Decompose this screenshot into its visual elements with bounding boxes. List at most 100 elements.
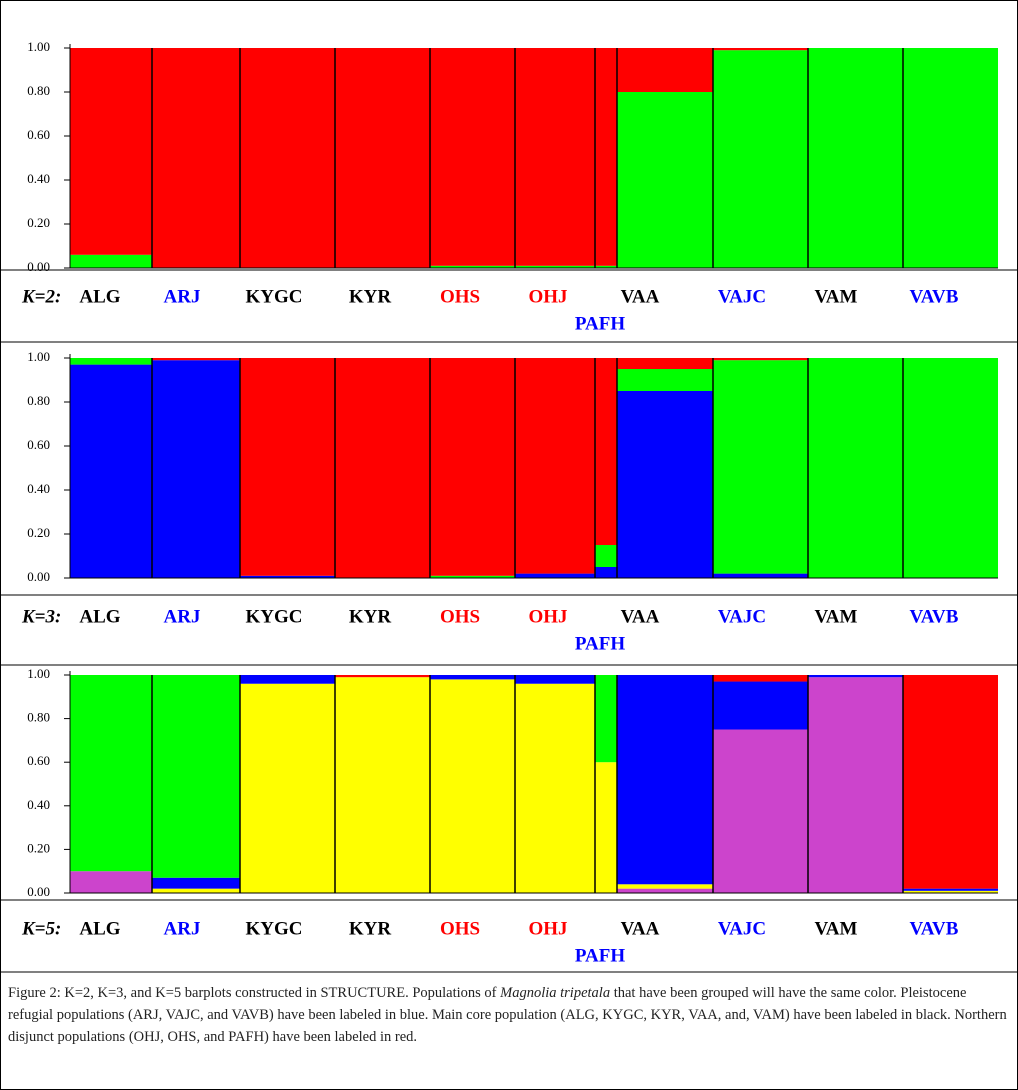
- y-tick-label: 0.20: [27, 840, 50, 855]
- bar-segment: [617, 358, 713, 369]
- bar-segment: [713, 50, 808, 269]
- bar-segment: [240, 675, 335, 684]
- bar-segment: [617, 884, 713, 889]
- y-tick-label: 0.60: [27, 127, 50, 142]
- bar-segment: [595, 675, 617, 763]
- bar-segment: [152, 877, 240, 889]
- bar-segment: [617, 391, 713, 578]
- population-label: OHS: [440, 286, 480, 307]
- bar-segment: [430, 675, 515, 680]
- population-label: VAA: [621, 918, 660, 939]
- y-tick-label: 0.40: [27, 171, 50, 186]
- bar-segment: [595, 358, 617, 545]
- bar-segment: [70, 871, 152, 893]
- panel-label: K=3:: [21, 606, 61, 627]
- bar-segment: [617, 369, 713, 391]
- bar-segment: [903, 675, 998, 889]
- population-label: VAVB: [910, 606, 959, 627]
- y-tick-label: 0.40: [27, 797, 50, 812]
- y-tick-label: 0.60: [27, 437, 50, 452]
- bar-segment: [152, 358, 240, 361]
- population-label: VAVB: [910, 918, 959, 939]
- population-label: ARJ: [164, 606, 201, 627]
- population-label: KYR: [349, 606, 392, 627]
- caption-species: Magnolia tripetala: [500, 985, 611, 1001]
- y-tick-label: 0.40: [27, 481, 50, 496]
- bar-segment: [713, 358, 808, 361]
- population-label: PAFH: [575, 945, 626, 966]
- bar-segment: [903, 890, 998, 893]
- bar-segment: [595, 48, 617, 266]
- bar-segment: [430, 48, 515, 266]
- bar-segment: [515, 683, 595, 893]
- y-tick-label: 0.20: [27, 525, 50, 540]
- bar-segment: [713, 729, 808, 893]
- y-tick-label: 1.00: [27, 349, 50, 364]
- bar-segment: [617, 92, 713, 268]
- population-label: OHJ: [528, 918, 567, 939]
- bar-segment: [430, 358, 515, 576]
- population-label: ALG: [79, 606, 120, 627]
- bar-segment: [713, 360, 808, 574]
- population-label: KYGC: [246, 606, 303, 627]
- y-tick-label: 0.20: [27, 215, 50, 230]
- caption: Figure 2: K=2, K=3, and K=5 barplots con…: [8, 982, 1008, 1048]
- bar-segment: [515, 265, 595, 268]
- population-label: PAFH: [575, 633, 626, 654]
- bar-segment: [595, 567, 617, 578]
- population-label: OHJ: [528, 606, 567, 627]
- bar-segment: [595, 265, 617, 268]
- bar-segment: [808, 48, 903, 268]
- bar-segment: [808, 358, 903, 578]
- population-label: VAM: [815, 606, 858, 627]
- bar-segment: [515, 573, 595, 578]
- population-label: VAM: [815, 918, 858, 939]
- population-label: ARJ: [164, 918, 201, 939]
- bar-segment: [713, 681, 808, 730]
- y-tick-label: 0.80: [27, 393, 50, 408]
- y-tick-label: 0.80: [27, 83, 50, 98]
- y-tick-label: 0.00: [27, 259, 50, 274]
- panel-label: K=5:: [21, 918, 61, 939]
- population-label: VAM: [815, 286, 858, 307]
- bar-segment: [240, 575, 335, 578]
- bar-segment: [515, 358, 595, 574]
- bar-segment: [240, 48, 335, 268]
- panel-label: K=2:: [21, 286, 61, 307]
- population-label: VAA: [621, 606, 660, 627]
- bar-segment: [335, 48, 430, 268]
- population-label: VAJC: [718, 918, 766, 939]
- bar-segment: [903, 888, 998, 891]
- bar-segment: [335, 675, 430, 678]
- population-label: KYGC: [246, 918, 303, 939]
- bar-segment: [70, 48, 152, 255]
- population-label: ALG: [79, 286, 120, 307]
- bar-segment: [70, 675, 152, 872]
- bar-segment: [430, 575, 515, 578]
- bar-segment: [70, 358, 152, 365]
- y-tick-label: 0.60: [27, 753, 50, 768]
- bar-segment: [152, 48, 240, 268]
- bar-segment: [515, 48, 595, 266]
- bar-segment: [430, 679, 515, 893]
- bar-segment: [515, 675, 595, 684]
- bar-segment: [713, 573, 808, 578]
- bar-segment: [595, 545, 617, 567]
- caption-text: Figure 2: K=2, K=3, and K=5 barplots con…: [8, 985, 501, 1001]
- bar-segment: [335, 677, 430, 893]
- bar-segment: [240, 683, 335, 893]
- population-label: VAJC: [718, 606, 766, 627]
- y-tick-label: 0.00: [27, 884, 50, 899]
- population-label: OHS: [440, 918, 480, 939]
- caption-text: that have been grouped will have the sam…: [8, 985, 1007, 1045]
- y-tick-label: 0.00: [27, 569, 50, 584]
- population-label: OHS: [440, 606, 480, 627]
- bar-segment: [152, 675, 240, 878]
- population-label: KYR: [349, 286, 392, 307]
- population-label: VAA: [621, 286, 660, 307]
- population-label: KYR: [349, 918, 392, 939]
- bar-segment: [617, 48, 713, 92]
- y-tick-label: 1.00: [27, 666, 50, 681]
